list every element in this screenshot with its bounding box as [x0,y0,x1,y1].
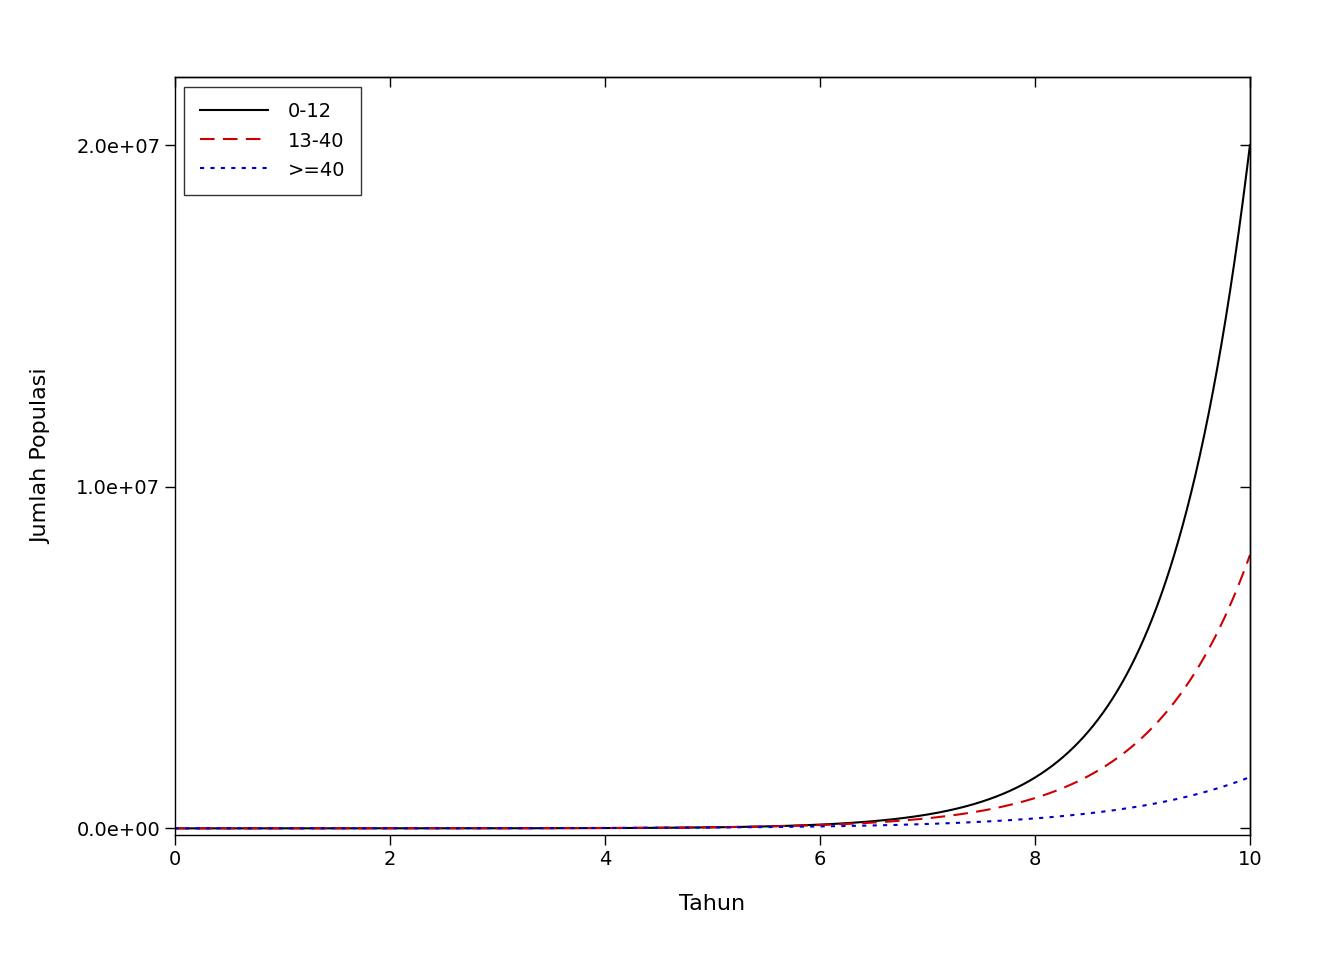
Y-axis label: Jumlah Populasi: Jumlah Populasi [31,369,51,543]
0-12 [689,822,706,833]
Line: 0-12: 0-12 [175,145,1250,828]
Line: >=40: >=40 [175,778,1250,828]
13-40 [222,823,238,834]
>=40 [1211,782,1227,794]
13-40 [689,822,706,833]
>=40 [1013,814,1030,826]
0-12 [1211,354,1227,366]
X-axis label: Tahun: Tahun [679,894,746,914]
>=40 [661,822,677,833]
0-12 [222,823,238,834]
13-40 [661,822,677,833]
0-12 [1210,357,1226,369]
0-12 [1013,780,1030,791]
Line: 13-40: 13-40 [175,555,1250,828]
13-40 [1210,625,1226,636]
>=40 [1210,782,1226,794]
13-40 [1013,796,1030,807]
>=40 [222,823,238,834]
>=40 [167,823,183,834]
0-12 [167,823,183,834]
13-40 [1211,624,1227,636]
0-12 [1242,139,1258,151]
>=40 [689,822,706,833]
0-12 [661,822,677,833]
13-40 [1242,549,1258,561]
>=40 [1242,772,1258,783]
Legend: 0-12, 13-40, >=40: 0-12, 13-40, >=40 [184,86,360,195]
13-40 [167,823,183,834]
